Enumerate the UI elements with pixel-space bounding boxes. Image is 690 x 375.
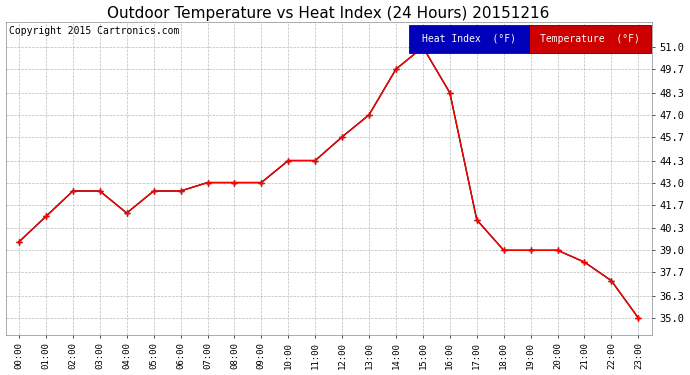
Text: Copyright 2015 Cartronics.com: Copyright 2015 Cartronics.com xyxy=(9,26,179,36)
Text: Heat Index  (°F): Heat Index (°F) xyxy=(422,34,516,44)
FancyBboxPatch shape xyxy=(409,25,529,53)
Text: Temperature  (°F): Temperature (°F) xyxy=(540,34,640,44)
FancyBboxPatch shape xyxy=(529,25,651,53)
Title: Outdoor Temperature vs Heat Index (24 Hours) 20151216: Outdoor Temperature vs Heat Index (24 Ho… xyxy=(108,6,550,21)
